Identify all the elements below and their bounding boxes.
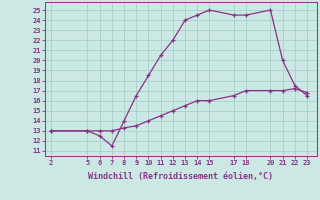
X-axis label: Windchill (Refroidissement éolien,°C): Windchill (Refroidissement éolien,°C) — [88, 172, 273, 181]
